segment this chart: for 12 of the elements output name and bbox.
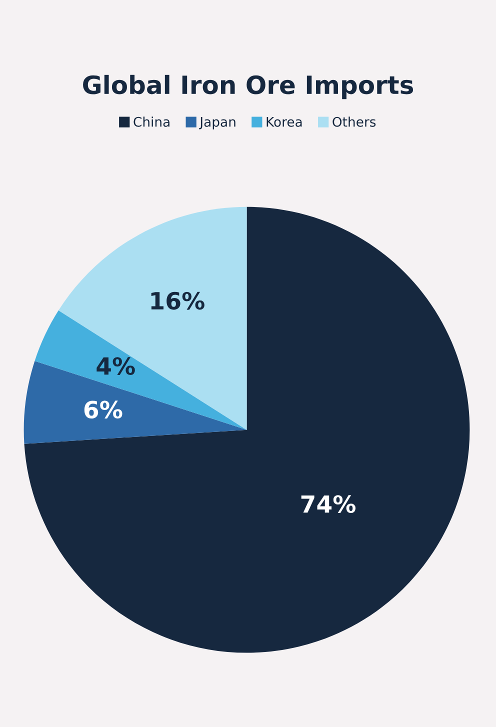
chart-title: Global Iron Ore Imports — [83, 74, 414, 100]
legend-label: Others — [332, 116, 376, 127]
pie-slice — [34, 310, 247, 430]
data-label: 6% — [84, 400, 122, 419]
data-label: 74% — [301, 495, 356, 513]
legend-label: China — [134, 116, 170, 127]
data-label: 16% — [151, 292, 204, 310]
legend-label: Korea — [266, 117, 302, 127]
legend-label: Japan — [198, 117, 236, 130]
pie-slice — [58, 206, 247, 430]
data-label: 4% — [96, 357, 135, 375]
pie-slice — [24, 206, 470, 653]
